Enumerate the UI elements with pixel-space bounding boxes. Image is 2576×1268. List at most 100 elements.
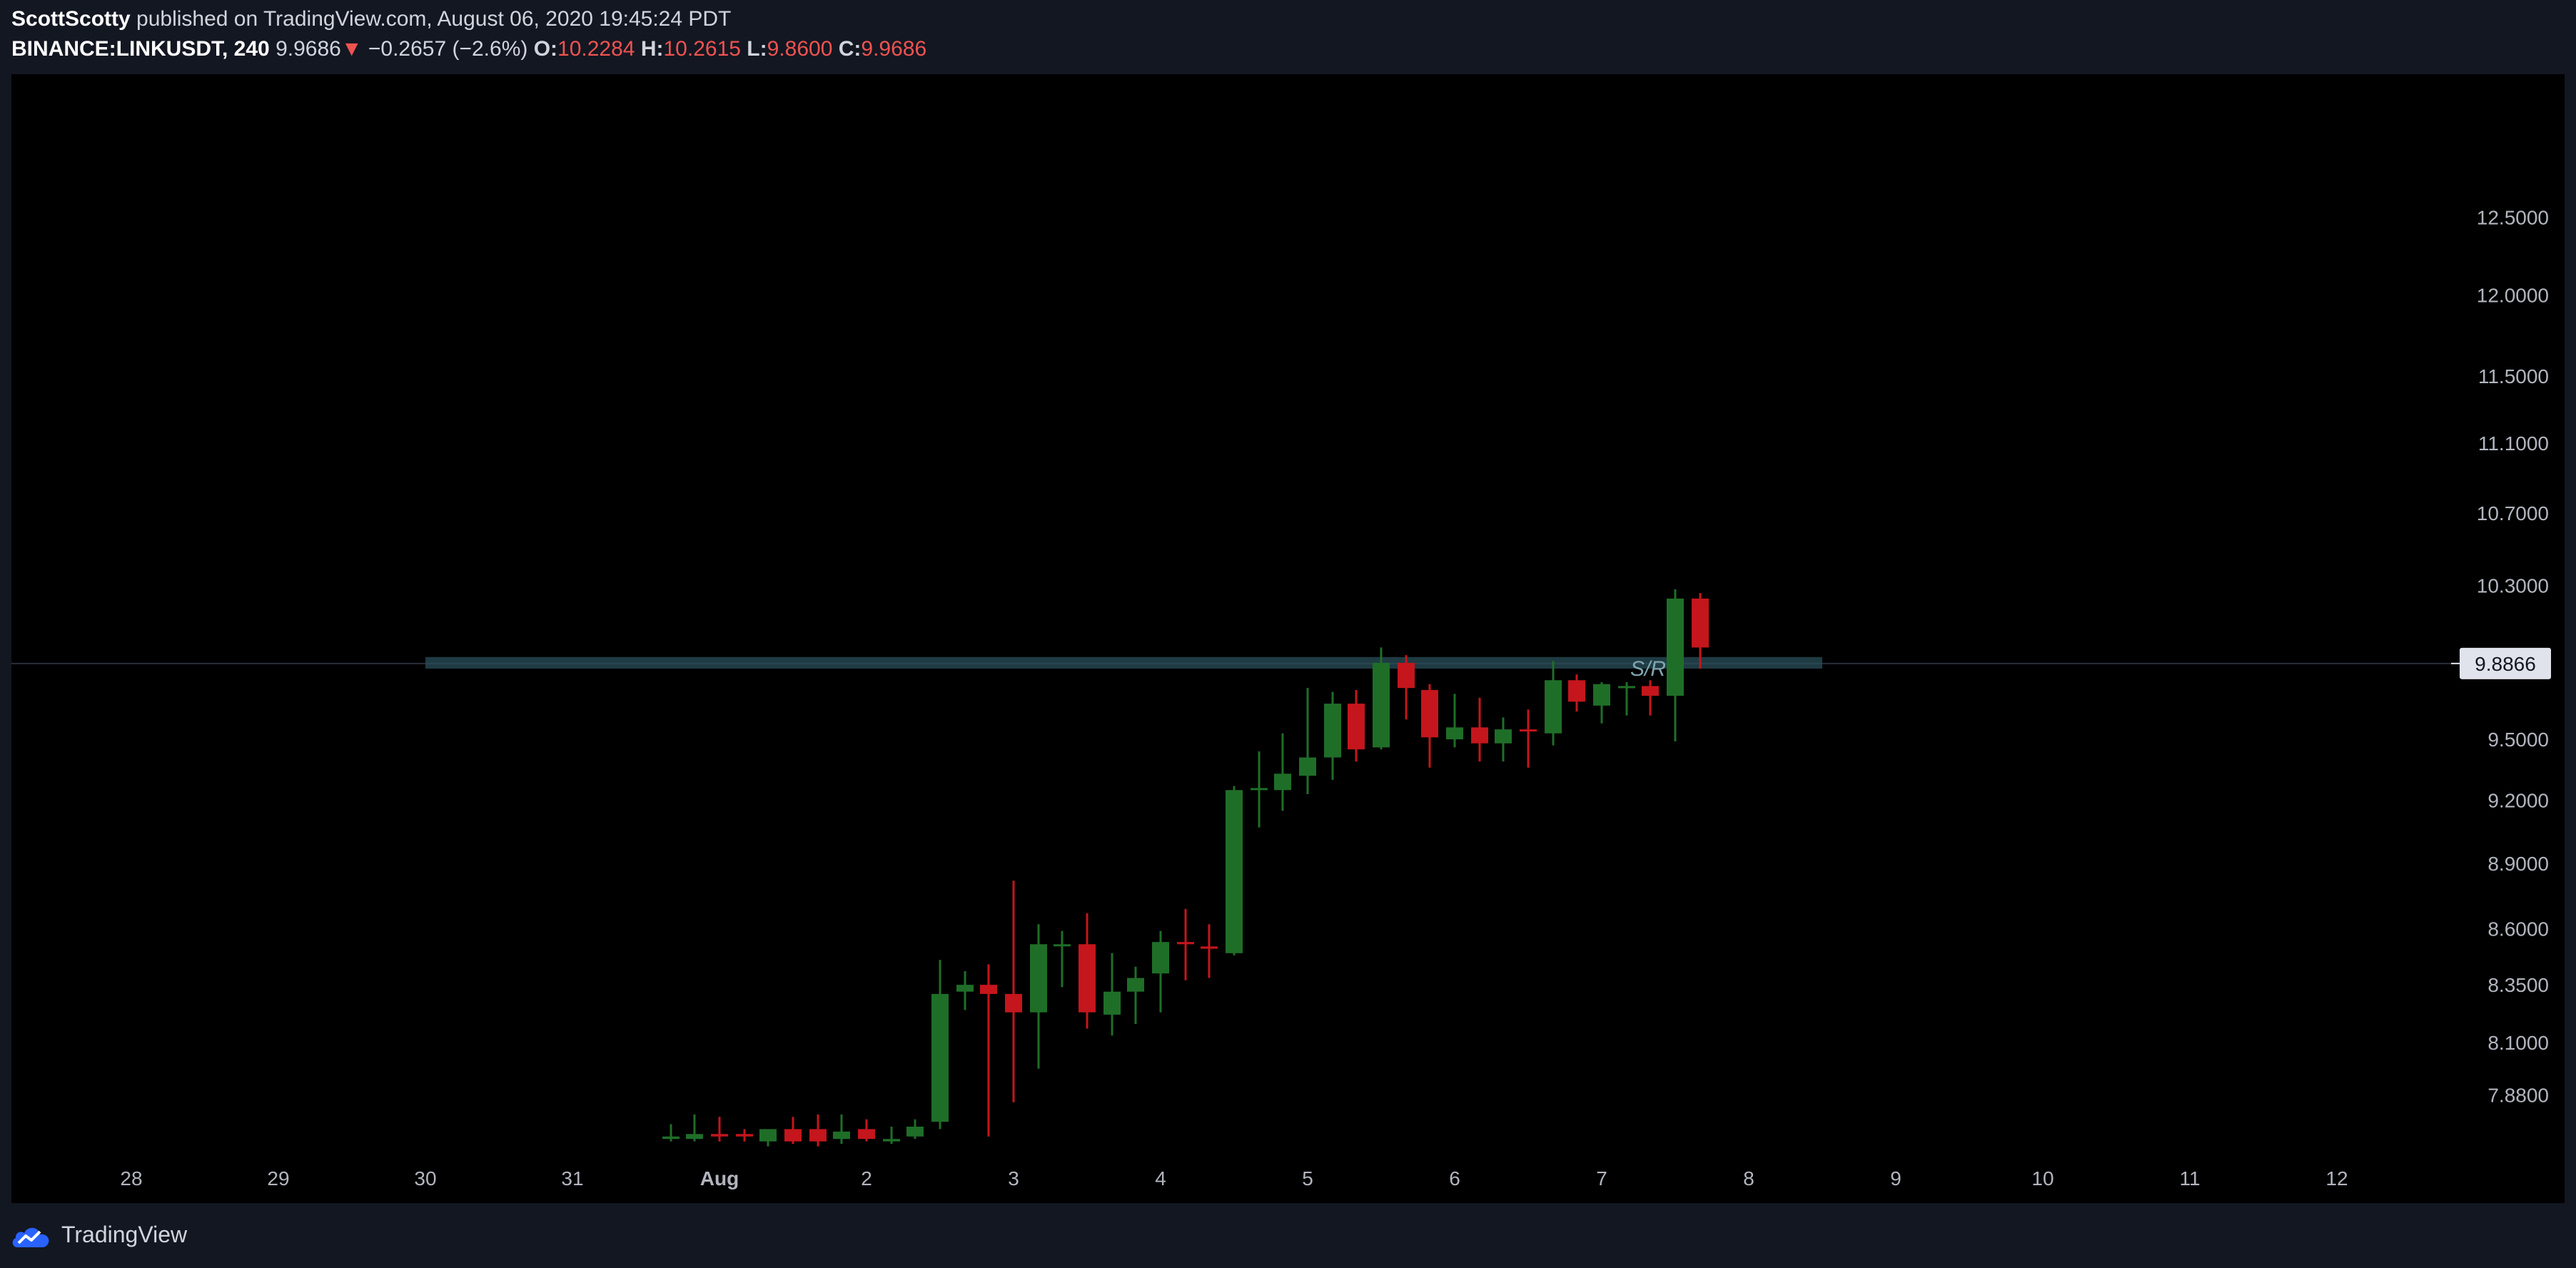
low-value: 9.8600 bbox=[767, 37, 833, 61]
candle-body bbox=[1299, 757, 1316, 776]
candle-body bbox=[1618, 686, 1636, 689]
candle-body bbox=[1520, 729, 1537, 732]
candle-body bbox=[1200, 946, 1218, 949]
candle-body bbox=[809, 1129, 827, 1142]
candle-body bbox=[956, 985, 974, 992]
candle bbox=[1641, 680, 1659, 716]
candlestick-chart[interactable]: S/R 12.500012.000011.500011.100010.70001… bbox=[11, 74, 2565, 1203]
candle-body bbox=[711, 1134, 728, 1137]
candle bbox=[711, 1117, 728, 1142]
time-tick-label: 4 bbox=[1155, 1167, 1166, 1190]
candle bbox=[858, 1119, 875, 1142]
price-change: −0.2657 (−2.6%) bbox=[368, 37, 528, 61]
candle bbox=[1053, 930, 1071, 988]
candle bbox=[1200, 924, 1218, 978]
candles-layer bbox=[662, 589, 1709, 1147]
current-price-badge bbox=[2460, 647, 2551, 679]
candle-body bbox=[685, 1134, 703, 1140]
price-axis: 12.5000 12.0000 11.5000 11.1000 10.7000 10.30… bbox=[2451, 207, 2551, 1107]
candle bbox=[1618, 681, 1636, 716]
candle-body bbox=[906, 1126, 924, 1137]
time-tick-label: 8 bbox=[1743, 1167, 1754, 1190]
time-tick-label: 28 bbox=[120, 1167, 142, 1190]
candle-body bbox=[1324, 704, 1342, 758]
price-tick-label: 10.3000 bbox=[2477, 575, 2549, 597]
candle bbox=[832, 1114, 850, 1145]
price-tick-label: 11.5000 bbox=[2478, 365, 2549, 387]
candle-body bbox=[1545, 680, 1562, 734]
candle-body bbox=[1398, 662, 1415, 689]
candle-body bbox=[1177, 942, 1195, 945]
candle bbox=[1126, 966, 1144, 1024]
author-name[interactable]: ScottScotty bbox=[11, 7, 131, 31]
candle-body bbox=[1593, 684, 1610, 706]
candle bbox=[1398, 655, 1415, 720]
price-tick-label: 9.2000 bbox=[2487, 790, 2549, 812]
candle bbox=[1177, 908, 1195, 980]
time-tick-label: 31 bbox=[561, 1167, 583, 1190]
candle-body bbox=[931, 993, 949, 1122]
brand-label: TradingView bbox=[61, 1221, 188, 1247]
candle-body bbox=[883, 1139, 901, 1142]
candle-body bbox=[784, 1129, 802, 1142]
open-value: 10.2284 bbox=[557, 37, 635, 61]
time-tick-label: 11 bbox=[2179, 1167, 2200, 1190]
candle bbox=[1079, 913, 1096, 1029]
candle bbox=[1593, 681, 1610, 724]
time-tick-label: 7 bbox=[1596, 1167, 1607, 1190]
tradingview-brand[interactable]: TradingView bbox=[11, 1218, 187, 1251]
time-tick-label: 29 bbox=[267, 1167, 289, 1190]
symbol-label[interactable]: BINANCE:LINKUSDT, 240 bbox=[11, 37, 270, 61]
close-value: 9.9686 bbox=[861, 37, 927, 61]
time-tick-label: Aug bbox=[700, 1167, 739, 1190]
publish-info: ScottScotty published on TradingView.com… bbox=[11, 7, 731, 31]
candle bbox=[1103, 953, 1121, 1036]
price-tick-label: 9.5000 bbox=[2487, 729, 2549, 751]
tradingview-cloud-icon bbox=[12, 1227, 49, 1247]
candle-body bbox=[1494, 729, 1512, 744]
candle-body bbox=[1471, 727, 1489, 744]
candle-body bbox=[1053, 944, 1071, 947]
candle bbox=[662, 1124, 680, 1142]
candle bbox=[1520, 709, 1537, 768]
price-tick-label: 12.5000 bbox=[2477, 207, 2549, 229]
down-arrow-icon: ▼ bbox=[340, 37, 363, 61]
candle bbox=[784, 1117, 802, 1145]
time-tick-label: 5 bbox=[1302, 1167, 1313, 1190]
high-value: 10.2615 bbox=[663, 37, 741, 61]
candle bbox=[1226, 786, 1243, 955]
published-text: published on TradingView.com, August 06,… bbox=[136, 7, 732, 31]
candle bbox=[809, 1114, 827, 1147]
candle-body bbox=[736, 1134, 754, 1137]
candle bbox=[1030, 924, 1048, 1069]
candle-body bbox=[979, 985, 997, 994]
candle-body bbox=[1005, 993, 1022, 1013]
price-tick-label: 8.1000 bbox=[2487, 1032, 2549, 1054]
candle-body bbox=[1030, 944, 1048, 1013]
footer-bar bbox=[0, 1206, 2576, 1268]
candle-body bbox=[759, 1129, 777, 1142]
candle bbox=[906, 1119, 924, 1140]
time-tick-label: 2 bbox=[861, 1167, 872, 1190]
candle-body bbox=[832, 1131, 850, 1140]
sr-zone-label: S/R bbox=[1630, 657, 1666, 681]
candle bbox=[685, 1114, 703, 1142]
candle bbox=[956, 971, 974, 1010]
candle bbox=[1373, 647, 1390, 750]
time-tick-label: 10 bbox=[2031, 1167, 2054, 1190]
candle bbox=[1251, 751, 1268, 828]
close-label: C: bbox=[838, 37, 862, 61]
candle bbox=[1273, 733, 1291, 811]
candle-body bbox=[1103, 991, 1121, 1015]
candle-body bbox=[1641, 686, 1659, 696]
time-tick-label: 30 bbox=[414, 1167, 436, 1190]
candle-body bbox=[1273, 774, 1291, 791]
low-label: L: bbox=[747, 37, 767, 61]
candle bbox=[1005, 881, 1022, 1102]
high-label: H: bbox=[640, 37, 664, 61]
candle bbox=[883, 1126, 901, 1145]
candle bbox=[1471, 697, 1489, 762]
chart-canvas[interactable]: S/R 12.5000 12.0000 11.5000 11.1000 10.7000 1… bbox=[11, 74, 2565, 1203]
candle-body bbox=[1226, 790, 1243, 953]
price-tick-label: 7.8800 bbox=[2487, 1085, 2549, 1107]
